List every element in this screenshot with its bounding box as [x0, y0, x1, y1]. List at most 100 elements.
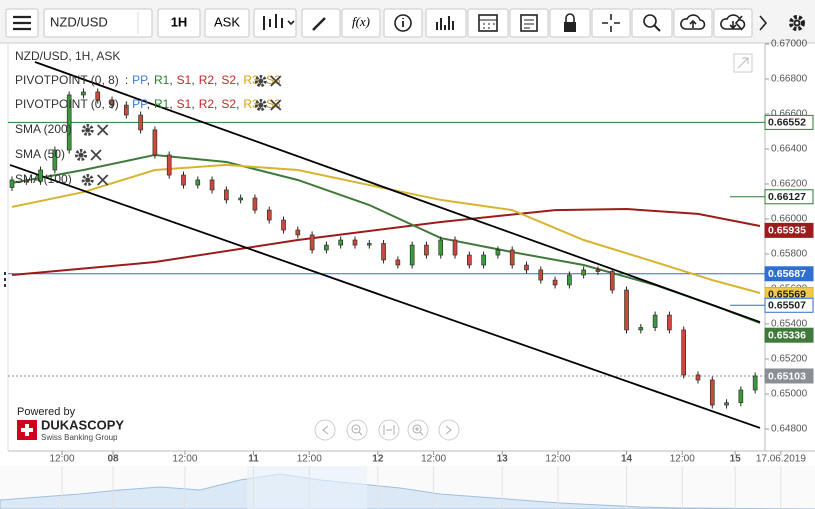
- zoom-button[interactable]: [631, 8, 673, 38]
- candle-body: [366, 243, 372, 246]
- next-button[interactable]: [759, 15, 768, 31]
- draw-button[interactable]: [301, 8, 341, 38]
- candle-body: [638, 327, 644, 331]
- sma-legend: SMA (100): [15, 172, 72, 186]
- candle-body: [81, 91, 86, 96]
- candle-body: [266, 209, 272, 221]
- candle-body: [295, 229, 301, 236]
- gear: [254, 75, 267, 87]
- calendar-button[interactable]: [467, 8, 509, 38]
- gear: [81, 174, 94, 186]
- pivot-separator: ,: [236, 73, 239, 87]
- x-tick-label: 14: [621, 454, 633, 465]
- pivot-prefix: :: [125, 73, 128, 87]
- upload-button[interactable]: [673, 8, 713, 38]
- remove-icon[interactable]: [90, 149, 102, 161]
- y-tick-label: 0.66800: [771, 74, 808, 85]
- lock-button[interactable]: [549, 8, 591, 38]
- settings-icon[interactable]: [254, 75, 267, 87]
- pivot-legend: PIVOTPOINT (0, 8):PP,R1,S1,R2,S2,R3,S3: [15, 73, 281, 87]
- sma-line: [11, 163, 761, 294]
- powered-by: Powered by: [17, 406, 76, 418]
- navigator-window[interactable]: [247, 466, 367, 509]
- pivot-level: PP: [132, 97, 148, 111]
- side-button[interactable]: ASK: [204, 8, 250, 38]
- zoom-out[interactable]: [346, 419, 368, 441]
- indicator-tools: [254, 75, 282, 87]
- price-tag-label: 0.65569: [768, 289, 806, 301]
- gear: [254, 99, 267, 111]
- info-button[interactable]: [383, 8, 423, 38]
- scroll-left[interactable]: [314, 419, 336, 441]
- y-tick-label: 0.66200: [771, 179, 808, 190]
- candle-body: [338, 239, 343, 246]
- x-tick-label: 12:00: [421, 454, 446, 465]
- price-tag: [764, 222, 814, 238]
- menu-button[interactable]: [5, 8, 39, 38]
- candle-body: [281, 219, 286, 231]
- settings-icon[interactable]: [254, 99, 267, 111]
- candle-body: [409, 244, 415, 266]
- price-tag: [764, 189, 814, 205]
- pivot-level: PP: [132, 73, 148, 87]
- pivot-prefix: :: [125, 97, 128, 111]
- pivot-level: R1: [154, 73, 170, 87]
- remove-icon[interactable]: [270, 99, 282, 111]
- candle-body: [195, 179, 201, 186]
- settings-icon[interactable]: [81, 174, 94, 186]
- candle-body: [38, 169, 43, 182]
- pivot-separator: ,: [191, 97, 194, 111]
- indicators-button[interactable]: f(x): [341, 8, 381, 38]
- prev-button[interactable]: [734, 15, 743, 31]
- report-button[interactable]: [509, 8, 549, 38]
- candle-body: [581, 269, 586, 276]
- sma-line: [11, 208, 761, 276]
- pivot-separator: ,: [236, 97, 239, 111]
- symbol-select[interactable]: NZD/USD: [43, 8, 153, 38]
- candle-body: [52, 149, 58, 171]
- settings-button[interactable]: [789, 15, 805, 31]
- timeframe-button[interactable]: 1H: [157, 8, 201, 38]
- price-tag: [764, 327, 814, 343]
- price-tag-label: 0.65687: [768, 268, 806, 280]
- indicator-tools: [81, 124, 109, 136]
- candle-body: [681, 329, 686, 376]
- download-button[interactable]: [713, 8, 753, 38]
- x-tick-label: 12: [372, 454, 384, 465]
- x-tick-label: 13: [497, 454, 509, 465]
- candle-body: [752, 375, 758, 391]
- crosshair-button[interactable]: [591, 8, 631, 38]
- x-tick-label: 12:00: [670, 454, 695, 465]
- settings-icon[interactable]: [81, 124, 94, 136]
- y-tick-label: 0.66400: [771, 144, 808, 155]
- remove-icon[interactable]: [97, 174, 109, 186]
- fullscreen-button[interactable]: [733, 53, 753, 73]
- y-tick-label: 0.65800: [771, 249, 808, 260]
- volume-button[interactable]: [425, 8, 467, 38]
- candle-body: [181, 174, 186, 186]
- brand-name: DUKASCOPY: [41, 417, 124, 432]
- timeframe: 1H: [171, 14, 188, 29]
- x-tick-label: 08: [107, 454, 119, 465]
- candle-body: [238, 197, 243, 201]
- pivot-level: S1: [177, 97, 192, 111]
- gear-hub: [258, 78, 264, 84]
- zoom-in[interactable]: [407, 419, 429, 441]
- price-tag-label: 0.65935: [768, 225, 806, 237]
- sma-legend: SMA (200): [15, 122, 72, 136]
- scroll-right[interactable]: [438, 419, 460, 441]
- candle-body: [309, 234, 315, 251]
- candle-body: [524, 264, 529, 271]
- x-tick-label: 17.06.2019: [756, 454, 806, 465]
- candle-body: [66, 94, 72, 151]
- remove-icon[interactable]: [270, 75, 282, 87]
- candle-body: [567, 274, 572, 286]
- x-tick-label: 15: [730, 454, 742, 465]
- settings-icon[interactable]: [75, 149, 88, 161]
- pivot-level: S2: [221, 97, 236, 111]
- gear: [81, 124, 94, 136]
- remove-icon[interactable]: [97, 124, 109, 136]
- pivot-name: PIVOTPOINT (0, 8): [15, 73, 119, 87]
- chart-type-button[interactable]: [253, 8, 297, 38]
